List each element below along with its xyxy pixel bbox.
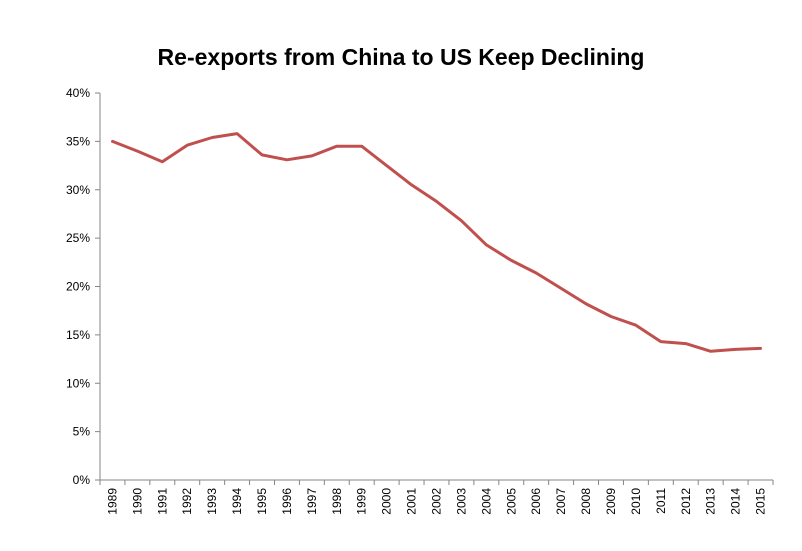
x-tick-label: 1989 [105, 488, 119, 515]
x-tick-label: 2008 [579, 488, 593, 515]
x-tick-label: 2015 [754, 488, 768, 515]
data-point [136, 150, 139, 153]
data-point [659, 340, 662, 343]
x-tick-label: 1993 [205, 488, 219, 515]
data-point [111, 140, 114, 143]
x-tick-label: 2005 [504, 488, 518, 515]
chart-title: Re-exports from China to US Keep Declini… [157, 44, 645, 70]
data-point [211, 136, 214, 139]
data-point [335, 145, 338, 148]
data-point [310, 154, 313, 157]
data-point [485, 243, 488, 246]
x-tick-label: 2011 [654, 488, 668, 514]
y-tick-label: 0% [73, 473, 91, 487]
data-point [261, 153, 264, 156]
x-tick-label: 2003 [454, 488, 468, 515]
y-tick-label: 5% [73, 425, 91, 439]
data-point [734, 348, 737, 351]
x-tick-label: 2012 [679, 488, 693, 515]
y-tick-label: 25% [66, 231, 90, 245]
y-tick-label: 40% [66, 86, 90, 100]
x-tick-label: 1992 [180, 488, 194, 515]
data-point [609, 315, 612, 318]
x-tick-label: 2009 [604, 488, 618, 515]
y-tick-label: 15% [66, 328, 90, 342]
data-point [285, 158, 288, 161]
x-tick-label: 1994 [230, 488, 244, 515]
data-point [385, 164, 388, 167]
y-axis-labels: 0% 5% 10% 15% 20% 25% 30% 35% 40% [66, 86, 90, 487]
series-line [111, 132, 762, 353]
y-tick-label: 20% [66, 280, 90, 294]
x-tick-label: 1997 [305, 488, 319, 515]
x-axis-labels: 1989 1990 1991 1992 1993 1994 1995 1996 1997 1998… [105, 488, 767, 515]
chart-axes [95, 92, 774, 485]
x-tick-label: 1990 [130, 488, 144, 515]
data-point [709, 350, 712, 353]
x-tick-label: 2001 [405, 488, 419, 515]
data-point [634, 324, 637, 327]
y-tick-label: 35% [66, 134, 90, 148]
x-tick-label: 2014 [729, 488, 743, 515]
data-point [535, 271, 538, 274]
x-tick-label: 2007 [554, 488, 568, 515]
y-tick-label: 30% [66, 183, 90, 197]
data-point [435, 200, 438, 203]
y-tick-label: 10% [66, 376, 90, 390]
x-tick-label: 2006 [529, 488, 543, 515]
data-point [360, 145, 363, 148]
data-point [560, 287, 563, 290]
data-point [510, 259, 513, 262]
data-point [410, 183, 413, 186]
x-tick-label: 1995 [255, 488, 269, 515]
x-tick-label: 1999 [355, 488, 369, 515]
x-tick-label: 2002 [430, 488, 444, 515]
x-tick-label: 2010 [629, 488, 643, 515]
data-point [161, 160, 164, 163]
x-tick-label: 2013 [704, 488, 718, 515]
x-tick-label: 1991 [155, 488, 169, 515]
data-point [684, 342, 687, 345]
x-tick-label: 2004 [479, 488, 493, 515]
data-point [186, 144, 189, 147]
x-tick-label: 1996 [280, 488, 294, 515]
data-point [759, 347, 762, 350]
data-point [585, 302, 588, 305]
data-point [236, 132, 239, 135]
x-tick-label: 2000 [380, 488, 394, 515]
data-point [460, 219, 463, 222]
chart-series [111, 132, 762, 353]
x-tick-label: 1998 [330, 488, 344, 515]
